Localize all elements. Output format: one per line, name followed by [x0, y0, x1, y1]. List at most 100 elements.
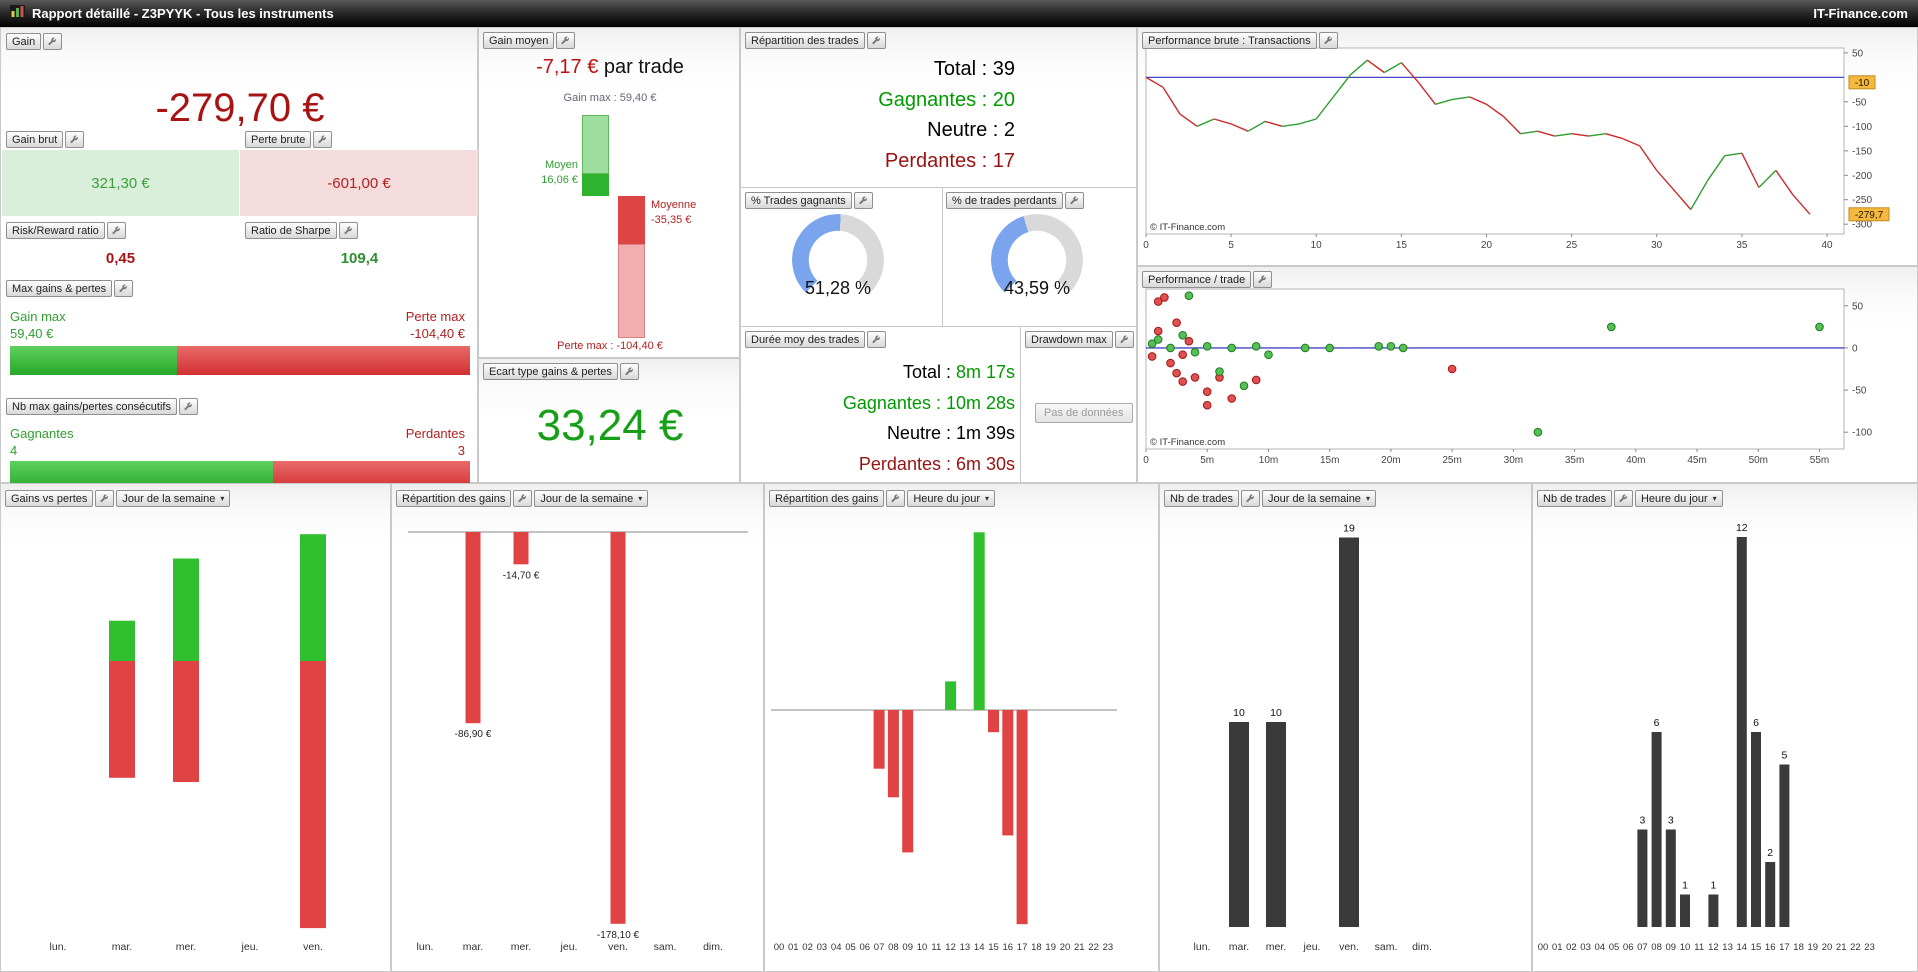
perte-max-value: -104,40 €: [410, 326, 465, 341]
wrench-icon[interactable]: [1253, 271, 1273, 288]
gain-moyen-suffix: par trade: [598, 56, 684, 78]
wrench-icon[interactable]: [867, 331, 887, 348]
hour-of-day-dropdown[interactable]: Heure du jour ▾: [907, 490, 996, 507]
svg-text:50: 50: [1852, 48, 1864, 59]
ecart-type-header-button[interactable]: Ecart type gains & pertes: [483, 363, 618, 380]
svg-text:13: 13: [1722, 942, 1733, 953]
svg-text:35m: 35m: [1565, 455, 1584, 466]
gain-brut-value: 321,30 €: [2, 150, 239, 216]
sharpe-header-button[interactable]: Ratio de Sharpe: [245, 222, 337, 239]
wrench-icon[interactable]: [556, 32, 576, 49]
wrench-icon[interactable]: [1114, 331, 1134, 348]
svg-text:5m: 5m: [1200, 455, 1214, 466]
drawdown-header-button[interactable]: Drawdown max: [1025, 331, 1113, 348]
chart-icon: [10, 4, 25, 23]
window-title: Rapport détaillé - Z3PYYK - Tous les ins…: [32, 6, 334, 21]
svg-text:20: 20: [1822, 942, 1833, 953]
repartition-row: Gagnantes : 20: [878, 88, 1015, 111]
perf-trade-header-button[interactable]: Performance / trade: [1142, 271, 1252, 288]
repartition-row: Neutre : 2: [927, 119, 1015, 141]
pct-gagnants-header-button[interactable]: % Trades gagnants: [745, 192, 852, 209]
repartition-row: Perdantes : 17: [884, 149, 1015, 172]
day-of-week-dropdown[interactable]: Jour de la semaine ▾: [116, 490, 231, 507]
drawdown-section: Drawdown max Pas de données: [1020, 327, 1138, 485]
nb-trades-header-button[interactable]: Nb de trades: [1164, 490, 1239, 507]
repartition-trades-header-button[interactable]: Répartition des trades: [745, 32, 865, 49]
pct-perdants-gauge: % de trades perdants 43,59 %: [942, 188, 1138, 327]
gain-moyen-header-button[interactable]: Gain moyen: [483, 32, 555, 49]
svg-text:-86,90 €: -86,90 €: [455, 729, 492, 740]
pct-perdants-header-button[interactable]: % de trades perdants: [946, 192, 1063, 209]
perf-brute-header-button[interactable]: Performance brute : Transactions: [1142, 32, 1317, 49]
svg-text:50m: 50m: [1749, 455, 1768, 466]
svg-text:15: 15: [1396, 240, 1408, 251]
wrench-icon[interactable]: [178, 398, 198, 415]
svg-text:15: 15: [1751, 942, 1762, 953]
gain-header-button[interactable]: Gain: [6, 33, 42, 50]
brand-label: IT-Finance.com: [1813, 6, 1908, 21]
svg-text:© IT-Finance.com: © IT-Finance.com: [1150, 222, 1225, 233]
consecutifs-win-value: 4: [10, 443, 18, 458]
svg-text:10: 10: [1311, 240, 1323, 251]
repartition-gains-header-button[interactable]: Répartition des gains: [396, 490, 512, 507]
svg-text:18: 18: [1031, 942, 1042, 953]
max-gains-pertes-header-button[interactable]: Max gains & pertes: [6, 280, 113, 297]
svg-text:35: 35: [1736, 240, 1748, 251]
wrench-icon[interactable]: [1240, 490, 1260, 507]
wrench-icon[interactable]: [95, 490, 115, 507]
wrench-icon[interactable]: [853, 192, 873, 209]
consecutifs-header-button[interactable]: Nb max gains/pertes consécutifs: [6, 398, 177, 415]
svg-text:-100: -100: [1852, 122, 1872, 133]
wrench-icon[interactable]: [114, 280, 134, 297]
perf-brute-panel: Performance brute : Transactions 50 -50 -1…: [1137, 27, 1918, 266]
svg-text:sam.: sam.: [1375, 941, 1398, 953]
svg-text:mer.: mer.: [176, 941, 196, 953]
no-data-box: Pas de données: [1035, 403, 1133, 423]
wrench-icon[interactable]: [513, 490, 533, 507]
wrench-icon[interactable]: [313, 131, 333, 148]
duree-rows: Total : 8m 17s Gagnantes : 10m 28s Neutr…: [741, 357, 1015, 479]
svg-text:18: 18: [1793, 942, 1804, 953]
risk-reward-header-button[interactable]: Risk/Reward ratio: [6, 222, 105, 239]
svg-text:mar.: mar.: [112, 941, 132, 953]
wrench-icon[interactable]: [866, 32, 886, 49]
gains-vs-pertes-header-button[interactable]: Gains vs pertes: [5, 490, 94, 507]
nb-trades-jour-chart: lun. 10 mar. 10 mer. jeu. 19 ven. sam. dim.: [1194, 523, 1432, 954]
wrench-icon[interactable]: [619, 363, 639, 380]
svg-text:-50: -50: [1852, 97, 1867, 108]
wrench-icon[interactable]: [106, 222, 126, 239]
repartition-gains-jour-panel: Répartition des gains Jour de la semaine…: [391, 483, 764, 972]
wrench-icon[interactable]: [1064, 192, 1084, 209]
caret-down-icon: ▾: [220, 494, 225, 503]
svg-text:11: 11: [931, 942, 941, 953]
wrench-icon[interactable]: [1613, 490, 1633, 507]
wrench-icon[interactable]: [1318, 32, 1338, 49]
hour-of-day-dropdown[interactable]: Heure du jour ▾: [1634, 490, 1723, 507]
svg-text:12: 12: [1736, 522, 1748, 534]
wrench-icon[interactable]: [338, 222, 358, 239]
repartition-panel: Répartition des trades Total : 39 Gagnan…: [740, 27, 1138, 485]
day-of-week-dropdown[interactable]: Jour de la semaine ▾: [1261, 490, 1376, 507]
svg-text:08: 08: [1651, 942, 1662, 953]
nb-trades-header-button[interactable]: Nb de trades: [1537, 490, 1612, 507]
svg-text:0: 0: [1143, 455, 1149, 466]
svg-text:17: 17: [1017, 942, 1028, 953]
repartition-gains-heure-chart: 00 01 02 03 04 05 06 07 08 09 10 11 12 13 14 15 16 17 18 19…: [771, 532, 1117, 953]
wrench-icon[interactable]: [886, 490, 906, 507]
duree-header-button[interactable]: Durée moy des trades: [745, 331, 866, 348]
svg-text:30m: 30m: [1504, 455, 1523, 466]
svg-text:07: 07: [1637, 942, 1648, 953]
pct-perdants-donut: [991, 214, 1083, 306]
svg-text:25: 25: [1566, 240, 1578, 251]
day-of-week-dropdown[interactable]: Jour de la semaine ▾: [534, 490, 649, 507]
gain-brut-header-button[interactable]: Gain brut: [6, 131, 64, 148]
repartition-gains-header-button[interactable]: Répartition des gains: [769, 490, 885, 507]
wrench-icon[interactable]: [65, 131, 85, 148]
waterfall-moyen-label: Moyen 16,06 €: [541, 159, 578, 186]
svg-text:09: 09: [1666, 942, 1677, 953]
wrench-icon[interactable]: [43, 33, 63, 50]
svg-text:jeu.: jeu.: [1303, 941, 1321, 953]
perte-brute-header-button[interactable]: Perte brute: [245, 131, 312, 148]
svg-text:5: 5: [1781, 750, 1787, 762]
svg-text:ven.: ven.: [608, 941, 628, 953]
